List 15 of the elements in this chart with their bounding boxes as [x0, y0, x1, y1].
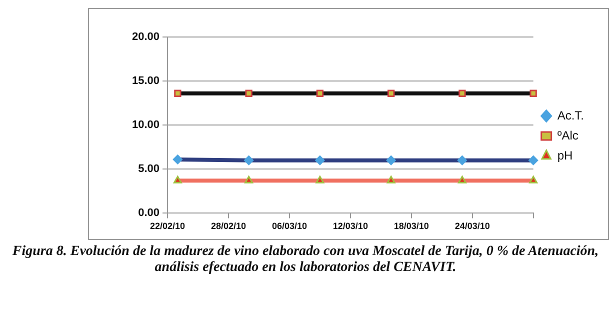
x-tick-label: 28/02/10 — [210, 221, 246, 232]
y-tick-label: 15.00 — [132, 75, 160, 88]
x-tick-label: 06/03/10 — [272, 221, 307, 232]
text: Figura 8. Evolución de la madurez de vino elaborado con uva Moscatel de Tarija, 0 % de Atenuación, análisis efectuado en los laboratorios del CENAVIT. — [11, 244, 600, 276]
x-tick-label: 24/03/10 — [454, 221, 490, 232]
legend-label: pH — [557, 148, 573, 162]
y-tick-label: 20.00 — [132, 31, 160, 44]
legend-label: ºAlc — [557, 128, 578, 142]
y-tick-label: 10.00 — [132, 119, 160, 132]
y-tick-label: 5.00 — [138, 163, 160, 176]
x-tick-label: 18/03/10 — [394, 221, 429, 232]
legend-label: Ac.T. — [557, 108, 584, 122]
y-tick-label: 0.00 — [138, 207, 160, 220]
x-tick-label: 22/02/10 — [150, 221, 186, 232]
x-tick-label: 12/03/10 — [332, 221, 368, 232]
